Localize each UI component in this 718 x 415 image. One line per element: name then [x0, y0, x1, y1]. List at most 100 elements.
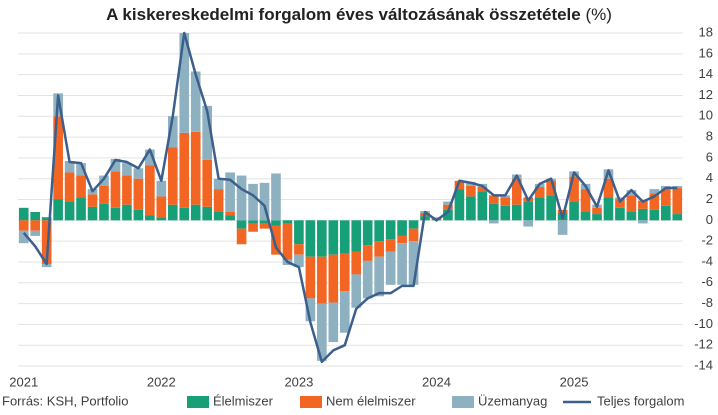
bar-segment: [351, 274, 362, 308]
bar-segment: [477, 191, 488, 221]
y-tick-label: -10: [694, 316, 713, 331]
bar-segment: [626, 211, 637, 221]
bar-segment: [374, 241, 384, 257]
bar-segment: [592, 207, 602, 215]
bar-segment: [317, 256, 327, 304]
y-tick-label: 4: [706, 170, 713, 185]
bar-segment: [351, 220, 362, 252]
bar-segment: [362, 260, 373, 299]
bar-segment: [179, 207, 190, 221]
bar-segment: [282, 223, 293, 260]
line: [22, 31, 678, 364]
y-tick-label: 14: [699, 66, 713, 81]
bar-segment: [672, 214, 683, 221]
bar-segment: [64, 172, 75, 202]
x-tick-label: 2023: [284, 374, 313, 389]
title-unit: (%): [585, 5, 611, 24]
bar-segment: [64, 160, 75, 173]
bar-segment: [546, 195, 556, 221]
bar-segment: [649, 193, 660, 210]
source: Forrás: KSH, Portfolio: [2, 393, 128, 408]
bar-segment: [167, 147, 178, 205]
bar-segment: [99, 175, 109, 186]
bar-segment: [569, 176, 579, 202]
bar-segment: [534, 197, 545, 221]
bar-segment: [305, 298, 316, 322]
bar-segment: [87, 194, 98, 207]
bar-segment: [431, 218, 442, 220]
x-tick-label: 2025: [560, 374, 589, 389]
bar-segment: [294, 244, 304, 255]
bar-segment: [110, 171, 121, 208]
y-tick-label: 16: [699, 45, 713, 60]
bar-segment: [523, 201, 534, 221]
bar-segment: [213, 178, 224, 190]
legend-label: Teljes forgalom: [597, 393, 684, 408]
bar-segment: [305, 220, 316, 257]
bar-segment: [660, 205, 671, 221]
bar-segment: [294, 254, 304, 268]
bar-segment: [638, 220, 648, 224]
bar-segment: [190, 204, 201, 221]
legend-swatch: [452, 396, 474, 408]
bar-segment: [546, 180, 556, 196]
bar-segment: [477, 187, 488, 192]
bar-segment: [213, 189, 224, 212]
bar-segment: [259, 182, 270, 221]
bar-segment: [362, 245, 373, 261]
bar-segment: [167, 116, 178, 148]
y-tick-label: 18: [699, 24, 713, 39]
bar-segment: [580, 189, 591, 212]
bar-segment: [236, 175, 247, 221]
bar-segment: [374, 220, 384, 242]
bar-segment: [248, 220, 258, 224]
bar-segment: [385, 251, 396, 285]
legend-swatch: [187, 396, 209, 408]
bar-segment: [76, 175, 86, 198]
bar-segment: [225, 172, 235, 212]
bar-segment: [489, 220, 499, 224]
bar-segment: [18, 230, 29, 244]
y-tick-label: -12: [694, 337, 713, 352]
bar-segment: [156, 180, 167, 197]
bar-segment: [179, 132, 190, 208]
bar-segment: [225, 211, 235, 216]
x-tick-label: 2021: [9, 374, 38, 389]
bar-segment: [534, 187, 545, 198]
bar-segment: [30, 211, 41, 221]
y-tick-label: 12: [699, 87, 713, 102]
bar-segment: [385, 239, 396, 252]
bar-segment: [133, 178, 144, 210]
bar-segment: [213, 211, 224, 221]
bar-segment: [305, 256, 316, 299]
bar-segment: [603, 178, 614, 198]
y-tick-label: 10: [699, 108, 713, 123]
bar-segment: [328, 302, 339, 343]
bar-segment: [523, 220, 534, 227]
y-tick-label: -14: [694, 357, 713, 372]
bar-segment: [18, 220, 29, 231]
bar-segment: [110, 158, 121, 172]
bar-segment: [672, 188, 683, 215]
bar-segment: [122, 204, 132, 221]
bar-segment: [580, 211, 591, 221]
bar-segment: [466, 196, 476, 221]
bar-segment: [259, 220, 270, 224]
bar-segment: [99, 203, 109, 221]
x-tick-label: 2022: [147, 374, 176, 389]
bar-segment: [443, 204, 453, 210]
bar-segment: [167, 204, 178, 221]
bar-segment: [156, 196, 167, 218]
bar-segment: [145, 149, 155, 166]
bar-segment: [408, 228, 419, 242]
bar-segment: [18, 207, 29, 221]
bar-segment: [317, 220, 327, 257]
bar-segment: [30, 220, 41, 231]
bar-segment: [30, 230, 41, 236]
chart-title: A kiskereskedelmi forgalom éves változás…: [106, 5, 612, 24]
y-tick-label: -6: [701, 274, 713, 289]
bar-segment: [500, 197, 511, 206]
bar-segment: [145, 165, 155, 216]
bar-segment: [443, 209, 453, 221]
